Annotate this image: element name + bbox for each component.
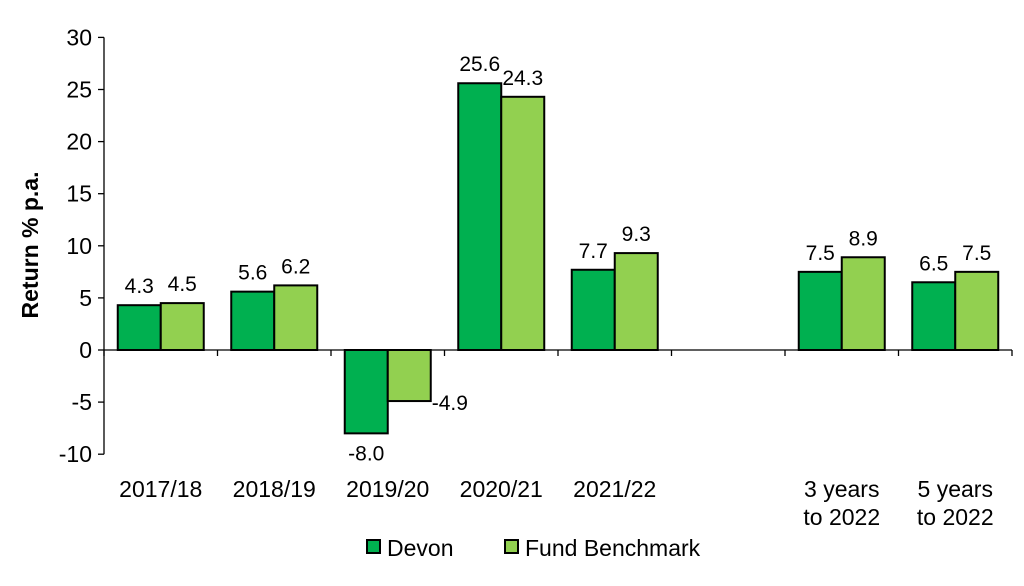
legend-label: Devon [387,535,453,561]
data-label: 5.6 [238,262,267,285]
y-tick-label: 0 [79,337,92,363]
bar-fund-benchmark [954,270,1000,352]
legend: Devon Fund Benchmark [366,535,701,561]
bar-fund-benchmark [386,349,432,403]
legend-swatch-fund-benchmark [504,539,519,554]
data-label: 6.5 [919,252,948,275]
bar-devon [797,270,843,352]
legend-label: Fund Benchmark [525,535,701,561]
x-tick-label: 2017/18 [119,476,202,502]
bar-fund-benchmark [840,256,886,351]
bar-fund-benchmark [500,95,546,351]
bar-fund-benchmark [613,252,659,351]
data-label: 9.3 [622,223,651,246]
legend-swatch-devon [366,539,381,554]
data-label: 24.3 [502,67,543,90]
y-tick-label: 20 [66,129,92,155]
x-tick-label: 3 years to 2022 [803,476,880,530]
x-tick-label: 2021/22 [573,476,656,502]
bar-fund-benchmark [159,302,205,351]
y-tick-label: 25 [66,77,92,103]
bar-devon [570,268,616,351]
y-tick-label: 10 [66,233,92,259]
data-label: -4.9 [432,392,468,415]
data-label: 4.3 [125,275,154,298]
y-tick-label: -5 [72,389,92,415]
y-tick-label: 5 [79,285,92,311]
y-tick-label: 30 [66,24,92,50]
y-axis-title: Return % p.a. [17,172,43,319]
data-label: 8.9 [849,227,878,250]
data-label: -8.0 [348,442,384,465]
data-label: 7.5 [806,242,835,265]
data-label: 7.5 [962,242,991,265]
bar-devon [457,82,503,352]
data-label: 4.5 [168,273,197,296]
x-tick-label: 2020/21 [460,476,543,502]
bar-devon [230,290,276,352]
bar-devon [116,304,162,351]
bar-devon [911,281,957,351]
data-label: 25.6 [459,53,500,76]
x-tick-label: 5 years to 2022 [917,476,994,530]
bar-devon [343,349,389,435]
data-label: 6.2 [281,255,310,278]
y-tick-label: 15 [66,181,92,207]
x-tick-label: 2018/19 [233,476,316,502]
x-tick-label: 2019/20 [346,476,429,502]
y-tick-label: -10 [59,441,92,467]
data-label: 7.7 [579,240,608,263]
bar-fund-benchmark [273,284,319,351]
